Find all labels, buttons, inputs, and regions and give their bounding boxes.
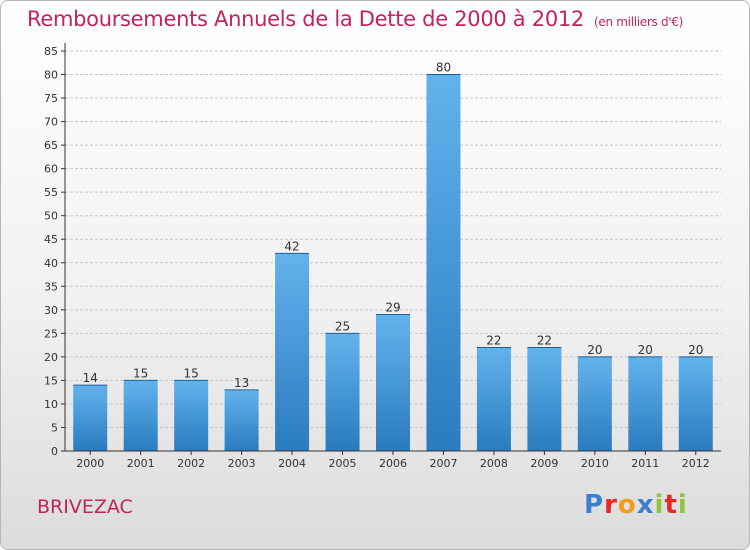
bar — [123, 380, 158, 451]
bar — [628, 356, 663, 451]
bar — [73, 385, 108, 451]
data-label: 14 — [83, 371, 98, 385]
data-label: 22 — [486, 333, 501, 347]
x-tick-label: 2003 — [228, 457, 256, 470]
bar — [426, 74, 461, 451]
bar — [577, 356, 612, 451]
bar — [376, 314, 410, 451]
bar — [678, 356, 713, 451]
x-tick-label: 2000 — [76, 457, 104, 470]
data-label: 42 — [284, 239, 299, 253]
x-tick-label: 2010 — [581, 457, 609, 470]
bar — [476, 347, 511, 451]
title-text: Remboursements Annuels de la Dette de 20… — [27, 7, 584, 31]
data-label: 20 — [688, 343, 703, 357]
y-tick-label: 0 — [51, 445, 58, 458]
data-label: 22 — [537, 333, 552, 347]
y-tick-label: 50 — [44, 210, 58, 223]
x-tick-label: 2002 — [177, 457, 205, 470]
y-tick-label: 30 — [44, 304, 58, 317]
chart-title: Remboursements Annuels de la Dette de 20… — [27, 7, 683, 31]
y-tick-label: 65 — [44, 139, 58, 152]
y-tick-label: 20 — [44, 351, 58, 364]
y-tick-label: 10 — [44, 398, 58, 411]
bar — [325, 333, 360, 451]
logo-letter: P — [584, 490, 605, 520]
logo-letter: r — [604, 490, 618, 520]
x-tick-label: 2011 — [631, 457, 659, 470]
y-tick-label: 45 — [44, 233, 58, 246]
logo-letter: x — [636, 490, 655, 520]
x-tick-label: 2007 — [429, 457, 457, 470]
y-tick-label: 75 — [44, 92, 58, 105]
y-tick-label: 85 — [44, 45, 58, 58]
bar — [275, 253, 310, 451]
title-unit: (en milliers d'€) — [594, 15, 684, 29]
y-tick-label: 5 — [51, 421, 58, 434]
logo-letter: i — [654, 490, 665, 520]
bar — [224, 389, 259, 451]
y-tick-label: 35 — [44, 280, 58, 293]
bar — [527, 347, 562, 451]
x-tick-label: 2001 — [127, 457, 155, 470]
x-tick-label: 2005 — [329, 457, 357, 470]
y-tick-label: 70 — [44, 116, 58, 129]
data-label: 15 — [184, 366, 199, 380]
x-tick-label: 2012 — [682, 457, 710, 470]
data-label: 25 — [335, 319, 350, 333]
data-label: 29 — [385, 301, 400, 315]
data-label: 20 — [638, 343, 653, 357]
data-label: 15 — [133, 366, 148, 380]
logo-letter: o — [617, 490, 637, 520]
data-label: 80 — [436, 61, 451, 75]
x-tick-label: 2004 — [278, 457, 306, 470]
y-tick-label: 55 — [44, 186, 58, 199]
y-tick-label: 25 — [44, 327, 58, 340]
proxiti-logo: Proxiti — [584, 490, 688, 520]
x-tick-label: 2006 — [379, 457, 407, 470]
logo-letter: t — [664, 490, 678, 520]
x-tick-label: 2009 — [530, 457, 558, 470]
y-tick-label: 80 — [44, 69, 58, 82]
bar — [174, 380, 209, 451]
commune-name: BRIVEZAC — [37, 496, 133, 518]
y-tick-label: 15 — [44, 374, 58, 387]
y-tick-label: 60 — [44, 163, 58, 176]
logo-letter: i — [677, 490, 688, 520]
data-label: 20 — [587, 343, 602, 357]
x-tick-label: 2008 — [480, 457, 508, 470]
y-tick-label: 40 — [44, 257, 58, 270]
data-label: 13 — [234, 376, 249, 390]
